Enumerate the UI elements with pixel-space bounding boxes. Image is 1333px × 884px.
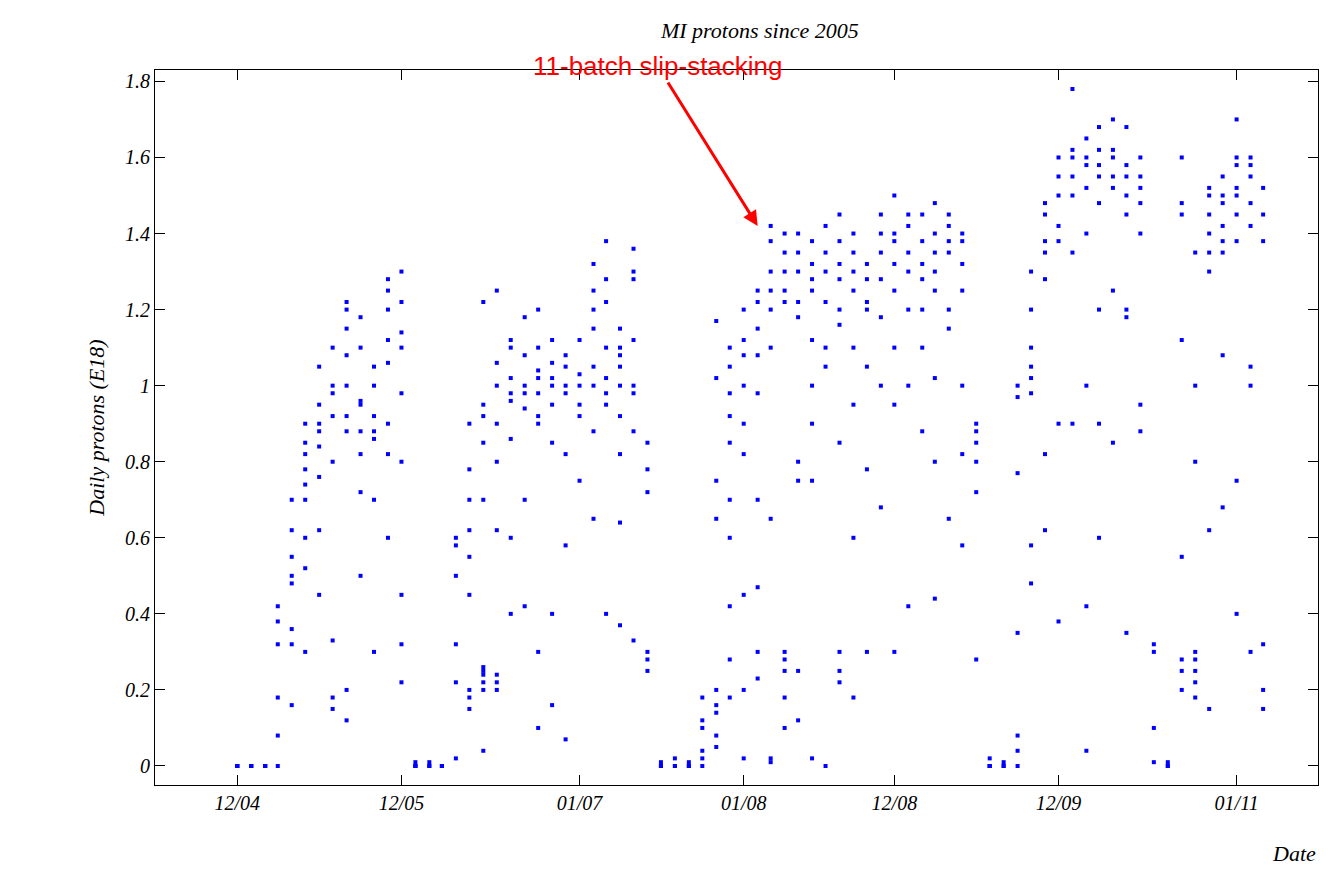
svg-text:0.6: 0.6: [125, 527, 150, 549]
svg-text:0.4: 0.4: [125, 603, 150, 625]
svg-text:01/08: 01/08: [721, 792, 767, 814]
svg-text:12/08: 12/08: [872, 792, 918, 814]
svg-text:Daily protons (E18): Daily protons (E18): [84, 339, 109, 516]
svg-text:1.2: 1.2: [125, 299, 150, 321]
svg-text:1.4: 1.4: [125, 223, 150, 245]
svg-text:1.8: 1.8: [125, 70, 150, 92]
svg-text:12/05: 12/05: [379, 792, 425, 814]
svg-text:MI protons since 2005: MI protons since 2005: [660, 18, 859, 43]
svg-text:01/07: 01/07: [557, 792, 604, 814]
svg-text:01/11: 01/11: [1215, 792, 1259, 814]
svg-text:12/04: 12/04: [215, 792, 261, 814]
svg-text:11-batch slip-stacking: 11-batch slip-stacking: [533, 51, 783, 81]
svg-text:12/09: 12/09: [1036, 792, 1082, 814]
svg-text:0: 0: [140, 755, 150, 777]
svg-text:Date: Date: [1272, 841, 1316, 866]
svg-text:1.6: 1.6: [125, 146, 150, 168]
svg-text:1: 1: [140, 375, 150, 397]
svg-text:0.8: 0.8: [125, 451, 150, 473]
svg-text:0.2: 0.2: [125, 679, 150, 701]
